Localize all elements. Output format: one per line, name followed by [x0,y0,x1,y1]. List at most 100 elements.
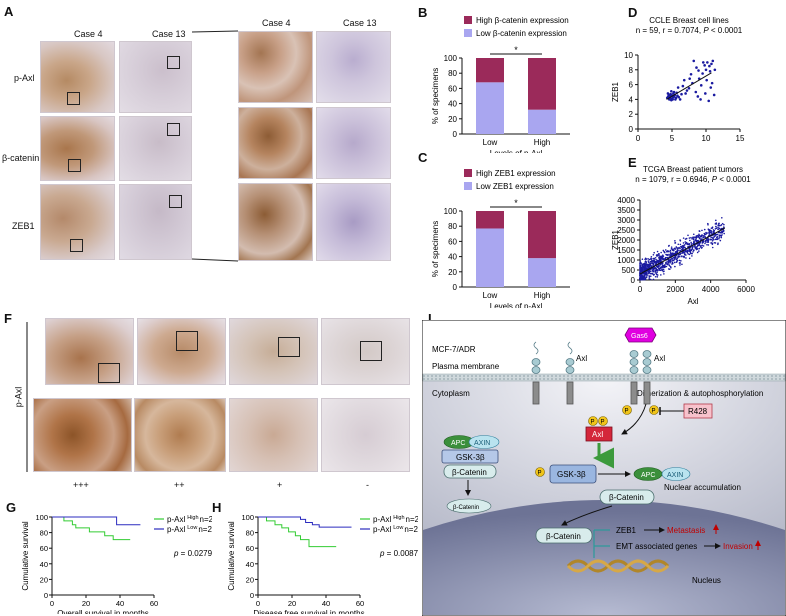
x-tick-label: 15 [736,134,745,143]
x-tick-label: Low [483,138,498,147]
axl-receptor-1 [531,341,541,405]
data-point [648,276,651,278]
zoom-box [67,92,80,105]
survival-curve [258,516,352,528]
data-point [645,276,647,279]
data-point [678,98,682,101]
y-axis-label: Cumulative survival [227,521,236,591]
data-point [712,231,715,234]
data-point [711,226,714,228]
legend-sup: High [393,515,404,521]
data-point [691,238,693,240]
data-point [670,260,672,263]
ihc-image-a-paxl-case4 [40,41,115,113]
nucleus-label: Nucleus [692,576,721,585]
data-point [705,78,708,82]
data-point [677,247,680,249]
data-point [717,228,719,231]
data-point [659,264,662,266]
col-label-case13: Case 13 [152,29,186,39]
data-point [680,92,683,96]
data-point [639,267,642,270]
axl-kinase-active: P P Axl [585,416,613,442]
data-point [662,270,665,273]
chart-title: TCGA Breast patient tumors [643,165,743,174]
data-point [639,264,641,266]
signaling-diagram-i: MCF-7/ADR Plasma membrane Cytoplasm Dime… [422,320,786,616]
x-axis-label: Disease free survival in months [253,609,364,614]
ihc-image-f-grade1 [229,318,318,385]
data-point [651,262,654,265]
data-point [712,93,716,97]
zoom-box [70,239,83,252]
zoom-connector-lines [191,30,239,262]
data-point [719,239,722,242]
data-point [679,243,682,246]
data-point [682,237,685,239]
data-point [718,237,720,240]
phospho-label: P [625,409,629,415]
data-point [662,268,665,271]
data-point [688,243,691,245]
data-point [696,251,699,254]
data-point [652,274,655,276]
y-tick-label: 3000 [617,216,635,225]
panel-letter-g: G [6,500,17,515]
data-point [645,273,648,275]
data-point [647,261,650,264]
data-point [701,244,703,247]
data-point [658,269,660,271]
data-point [696,248,699,250]
legend-label: Low β-catenin expression [476,29,567,38]
y-axis-label: % of specimens [431,221,440,277]
data-point [708,233,711,236]
ihc-image-f-grade3 [45,318,134,385]
legend-sup: Low [187,525,197,531]
data-point [654,275,657,278]
data-point [652,253,655,256]
data-point [674,255,677,258]
zoom-box [360,341,382,361]
zoom-box [176,331,198,351]
data-point [672,252,675,255]
data-point [675,258,678,261]
data-point [678,255,681,258]
data-point [667,259,670,262]
data-point [669,249,672,252]
data-point [710,227,713,229]
data-point [655,267,658,270]
data-point [673,258,676,260]
legend-swatch [464,182,472,190]
panel-letter-i: I [428,311,432,326]
data-point [694,246,697,248]
data-point [672,257,675,259]
data-point [649,262,651,264]
data-point [657,253,660,255]
x-tick-label: 10 [702,134,711,143]
data-point [685,237,688,240]
data-point [656,269,658,272]
y-tick-label: 500 [622,266,636,275]
y-tick-label: 20 [40,575,48,584]
plasma-membrane-label: Plasma membrane [432,362,500,371]
p-value-label: p = 0.0279 [173,549,212,558]
data-point [696,234,699,237]
legend-n: n=21 [200,515,212,524]
data-point [714,238,717,241]
data-point [665,265,668,268]
regression-line [666,72,712,100]
data-point [662,258,664,261]
data-point [696,95,700,98]
data-point [654,256,657,259]
bcatenin-nuclear [535,527,593,544]
data-point [674,247,676,250]
data-point [677,243,680,246]
nucleus-region [423,500,785,615]
data-point [714,242,717,244]
p-value: = 0.0279 [178,549,212,558]
data-point [703,235,706,237]
y-tick-label: 40 [448,253,457,262]
data-point [707,241,710,243]
data-point [721,231,724,234]
